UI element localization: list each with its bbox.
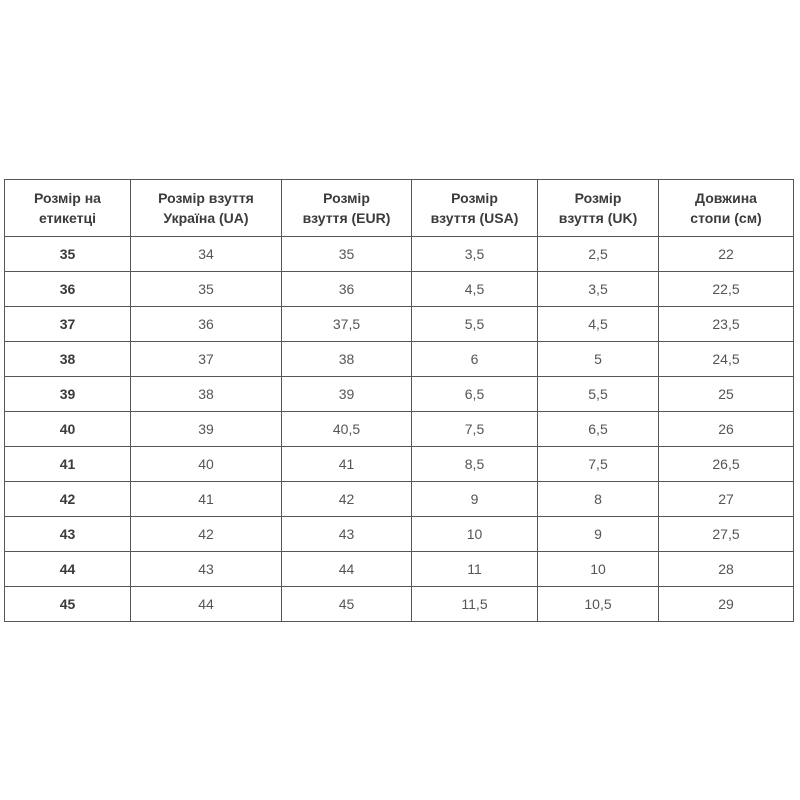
size-value-cell: 6,5 [411,376,538,412]
size-value-cell: 3,5 [411,236,538,272]
size-value-cell: 38 [130,376,282,412]
size-value-cell: 35 [281,236,412,272]
size-value-cell: 26 [658,411,794,447]
size-value-cell: 22,5 [658,271,794,307]
size-value-cell: 26,5 [658,446,794,482]
size-value-cell: 36 [281,271,412,307]
size-table-body: 35 34 35 3,5 2,5 22 36 35 36 4,5 3,5 22,5 37 36 37,5 5,… [4,236,794,622]
size-value-cell: 24,5 [658,341,794,377]
header-ua-size: Розмір взуття Україна (UA) [130,179,282,237]
size-value-cell: 25 [658,376,794,412]
label-size-cell: 36 [4,271,131,307]
size-value-cell: 11,5 [411,586,538,622]
size-value-cell: 4,5 [411,271,538,307]
size-value-cell: 43 [281,516,412,552]
size-value-cell: 45 [281,586,412,622]
table-row: 44 43 44 11 10 28 [4,551,794,587]
size-value-cell: 10 [411,516,538,552]
size-value-cell: 28 [658,551,794,587]
header-usa-size: Розмір взуття (USA) [411,179,538,237]
table-row: 37 36 37,5 5,5 4,5 23,5 [4,306,794,342]
header-eur-size: Розмір взуття (EUR) [281,179,412,237]
size-value-cell: 39 [130,411,282,447]
label-size-cell: 38 [4,341,131,377]
label-size-cell: 35 [4,236,131,272]
table-header-row: Розмір на етикетці Розмір взуття Україна… [4,179,794,237]
size-value-cell: 35 [130,271,282,307]
size-value-cell: 27,5 [658,516,794,552]
label-size-cell: 39 [4,376,131,412]
label-size-cell: 41 [4,446,131,482]
table-row: 42 41 42 9 8 27 [4,481,794,517]
size-value-cell: 23,5 [658,306,794,342]
size-value-cell: 29 [658,586,794,622]
size-value-cell: 10 [537,551,659,587]
size-value-cell: 5,5 [537,376,659,412]
size-value-cell: 27 [658,481,794,517]
size-value-cell: 8 [537,481,659,517]
size-value-cell: 7,5 [537,446,659,482]
label-size-cell: 45 [4,586,131,622]
label-size-cell: 37 [4,306,131,342]
size-value-cell: 40 [130,446,282,482]
size-value-cell: 9 [537,516,659,552]
size-value-cell: 22 [658,236,794,272]
size-value-cell: 34 [130,236,282,272]
label-size-cell: 43 [4,516,131,552]
size-value-cell: 2,5 [537,236,659,272]
size-value-cell: 39 [281,376,412,412]
table-row: 40 39 40,5 7,5 6,5 26 [4,411,794,447]
size-value-cell: 9 [411,481,538,517]
size-value-cell: 41 [130,481,282,517]
header-label-size: Розмір на етикетці [4,179,131,237]
size-value-cell: 7,5 [411,411,538,447]
label-size-cell: 40 [4,411,131,447]
size-value-cell: 43 [130,551,282,587]
size-value-cell: 11 [411,551,538,587]
header-uk-size: Розмір взуття (UK) [537,179,659,237]
size-value-cell: 40,5 [281,411,412,447]
shoe-size-conversion-table: Розмір на етикетці Розмір взуття Україна… [4,179,794,622]
size-value-cell: 6,5 [537,411,659,447]
size-value-cell: 38 [281,341,412,377]
size-value-cell: 6 [411,341,538,377]
size-value-cell: 41 [281,446,412,482]
header-foot-length: Довжина стопи (см) [658,179,794,237]
size-value-cell: 10,5 [537,586,659,622]
table-row: 38 37 38 6 5 24,5 [4,341,794,377]
size-value-cell: 5,5 [411,306,538,342]
label-size-cell: 42 [4,481,131,517]
label-size-cell: 44 [4,551,131,587]
size-value-cell: 36 [130,306,282,342]
table-row: 35 34 35 3,5 2,5 22 [4,236,794,272]
size-value-cell: 3,5 [537,271,659,307]
table-row: 39 38 39 6,5 5,5 25 [4,376,794,412]
table-row: 41 40 41 8,5 7,5 26,5 [4,446,794,482]
table-row: 36 35 36 4,5 3,5 22,5 [4,271,794,307]
size-value-cell: 44 [130,586,282,622]
size-value-cell: 4,5 [537,306,659,342]
size-value-cell: 5 [537,341,659,377]
size-value-cell: 37,5 [281,306,412,342]
size-value-cell: 37 [130,341,282,377]
size-value-cell: 42 [130,516,282,552]
table-row: 43 42 43 10 9 27,5 [4,516,794,552]
size-value-cell: 42 [281,481,412,517]
size-value-cell: 8,5 [411,446,538,482]
table-row: 45 44 45 11,5 10,5 29 [4,586,794,622]
size-value-cell: 44 [281,551,412,587]
